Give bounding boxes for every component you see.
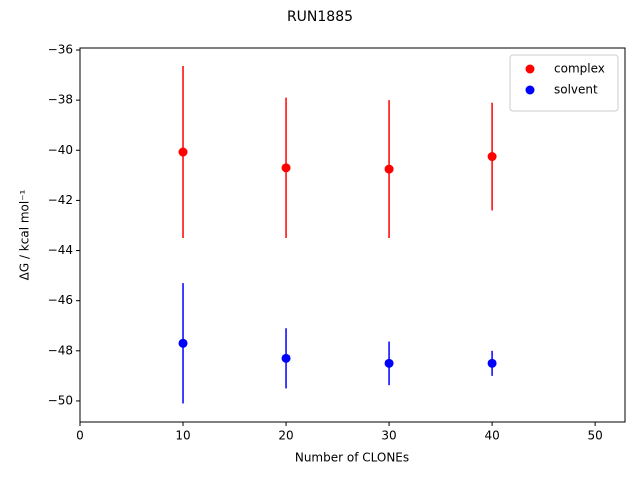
x-axis-label: Number of CLONEs: [295, 451, 409, 465]
y-tick-label: −42: [48, 193, 73, 207]
legend-box: [509, 54, 619, 112]
y-axis-label: ΔG / kcal mol⁻¹: [18, 189, 32, 280]
y-tick-label: −40: [48, 143, 73, 157]
point: [487, 152, 497, 162]
legend-label: solvent: [554, 83, 598, 97]
plot-frame: [79, 47, 626, 423]
y-tick-label: −50: [48, 393, 73, 407]
point: [487, 358, 497, 368]
x-tick-label: 0: [76, 429, 84, 443]
point: [281, 163, 291, 173]
chart-title: RUN1885: [287, 9, 353, 25]
point: [384, 358, 394, 368]
x-tick-label: 20: [278, 429, 293, 443]
point: [178, 147, 188, 157]
y-tick-label: −38: [48, 93, 73, 107]
x-tick-label: 10: [175, 429, 190, 443]
y-tick-label: −44: [48, 243, 73, 257]
legend-label: complex: [554, 62, 605, 76]
x-tick-label: 40: [484, 429, 499, 443]
y-tick-label: −36: [48, 43, 73, 57]
point: [384, 164, 394, 174]
x-tick-label: 50: [587, 429, 602, 443]
y-tick-label: −46: [48, 293, 73, 307]
x-tick-label: 30: [381, 429, 396, 443]
legend-marker: [525, 85, 535, 95]
point: [178, 338, 188, 348]
point: [281, 353, 291, 363]
legend-marker: [525, 64, 535, 74]
y-tick-label: −48: [48, 343, 73, 357]
